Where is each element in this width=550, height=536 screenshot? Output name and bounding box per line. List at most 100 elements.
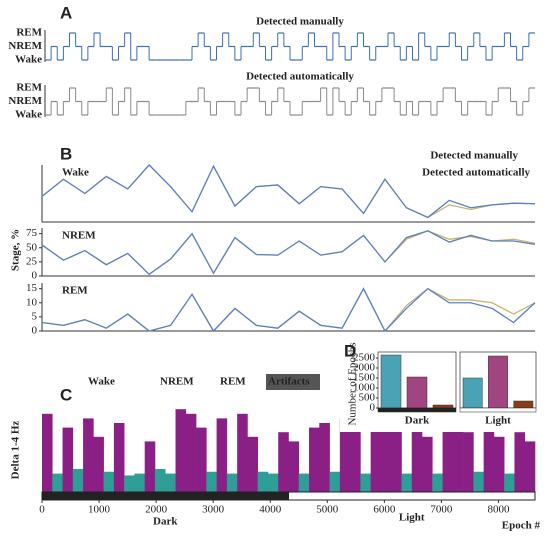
- period-label: Light: [399, 512, 425, 524]
- delta-bar: [278, 432, 289, 492]
- line: [41, 164, 536, 219]
- delta-bar: [350, 427, 361, 492]
- panel-label: B: [60, 144, 72, 163]
- legend-entry: Artifacts: [268, 376, 310, 388]
- delta-bar: [165, 473, 176, 492]
- group-label: Dark: [405, 415, 430, 427]
- x-tick-label: 1000: [88, 504, 111, 516]
- legend-entry: Wake: [88, 376, 115, 388]
- delta-bar: [42, 413, 53, 492]
- delta-bar: [380, 413, 392, 492]
- delta-bar: [422, 436, 433, 492]
- state-label: NREM: [8, 95, 42, 107]
- x-tick-label: 3000: [202, 504, 225, 516]
- delta-bar: [206, 471, 217, 492]
- panel-label: A: [60, 3, 72, 22]
- x-tick-label: 2000: [145, 504, 168, 516]
- bar: [406, 376, 428, 409]
- delta-bar: [237, 413, 248, 492]
- plot-title: REM: [62, 285, 88, 297]
- hypnogram-title: Detected manually: [256, 16, 344, 28]
- delta-bar: [216, 418, 228, 492]
- delta-bar: [411, 418, 423, 492]
- y-tick-label: 25: [26, 255, 38, 267]
- bar: [513, 400, 534, 409]
- delta-bar: [196, 427, 207, 492]
- y-tick-label: 5: [32, 310, 38, 322]
- period-label: Dark: [153, 516, 178, 528]
- bar: [432, 404, 454, 409]
- delta-bar: [247, 436, 258, 492]
- bar: [380, 354, 402, 409]
- delta-bar: [113, 423, 125, 492]
- delta-bar: [329, 471, 341, 492]
- delta-bar: [144, 441, 156, 492]
- y-tick-label: 50: [26, 241, 38, 253]
- delta-bar: [391, 427, 402, 492]
- delta-bar: [463, 432, 474, 492]
- state-label: Wake: [15, 109, 42, 121]
- x-tick-label: 7000: [430, 504, 453, 516]
- plot-title: NREM: [62, 230, 96, 242]
- x-tick-label: 6000: [373, 504, 396, 516]
- y-tick-label: 0: [32, 325, 38, 337]
- panel-label: C: [60, 385, 72, 404]
- delta-bar: [309, 427, 320, 492]
- y-tick-label: 1500: [353, 372, 376, 384]
- line: [41, 230, 536, 276]
- y-axis-label: Stage, %: [10, 229, 22, 271]
- period-strip: [459, 407, 537, 413]
- delta-bar: [360, 473, 371, 492]
- y-tick-label: 0: [32, 270, 38, 282]
- delta-bar: [257, 471, 269, 492]
- y-axis-label: Delta 1-4 Hz: [10, 421, 22, 480]
- delta-bar: [103, 471, 115, 492]
- delta-bar: [226, 473, 238, 492]
- period-bar: [41, 491, 289, 501]
- line: [41, 287, 536, 333]
- delta-bar: [401, 473, 413, 492]
- legend-entry: Detected manually: [430, 150, 518, 162]
- y-tick-label: 75: [26, 227, 38, 239]
- delta-bar: [72, 469, 84, 492]
- legend-entry: Detected automatically: [422, 167, 530, 179]
- y-tick-label: 500: [359, 392, 376, 404]
- y-tick-label: 10: [26, 296, 38, 308]
- bar: [462, 377, 483, 409]
- panel-label: D: [344, 341, 356, 360]
- delta-bar: [473, 471, 484, 492]
- delta-bar: [319, 423, 330, 492]
- delta-bar: [154, 469, 166, 492]
- delta-bar: [267, 473, 279, 492]
- state-label: REM: [16, 82, 42, 94]
- delta-bar: [504, 473, 515, 492]
- legend-swatch: [266, 374, 320, 390]
- delta-bar: [124, 475, 135, 492]
- x-tick-label: 8000: [487, 504, 510, 516]
- legend-entry: NREM: [160, 376, 194, 388]
- x-tick-label: 0: [39, 504, 45, 516]
- legend-entry: REM: [220, 376, 246, 388]
- state-label: NREM: [8, 40, 42, 52]
- period-bar: [288, 491, 536, 501]
- delta-bar: [370, 423, 382, 492]
- delta-bar: [483, 427, 495, 492]
- delta-bar: [52, 473, 63, 492]
- delta-bar: [514, 432, 526, 492]
- hypnogram-title: Detected automatically: [246, 71, 354, 83]
- inset-bg: [340, 338, 545, 432]
- x-tick-label: 4000: [259, 504, 282, 516]
- delta-bar: [493, 436, 505, 492]
- delta-bar: [442, 427, 454, 492]
- group-label: Light: [485, 415, 511, 427]
- delta-bar: [134, 473, 146, 492]
- state-label: Wake: [15, 54, 42, 66]
- delta-bar: [432, 473, 443, 492]
- delta-bar: [298, 473, 310, 492]
- bar: [488, 355, 508, 409]
- x-tick-label: 5000: [316, 504, 339, 516]
- line: [41, 230, 536, 276]
- delta-bar: [62, 427, 74, 492]
- period-strip: [377, 407, 457, 413]
